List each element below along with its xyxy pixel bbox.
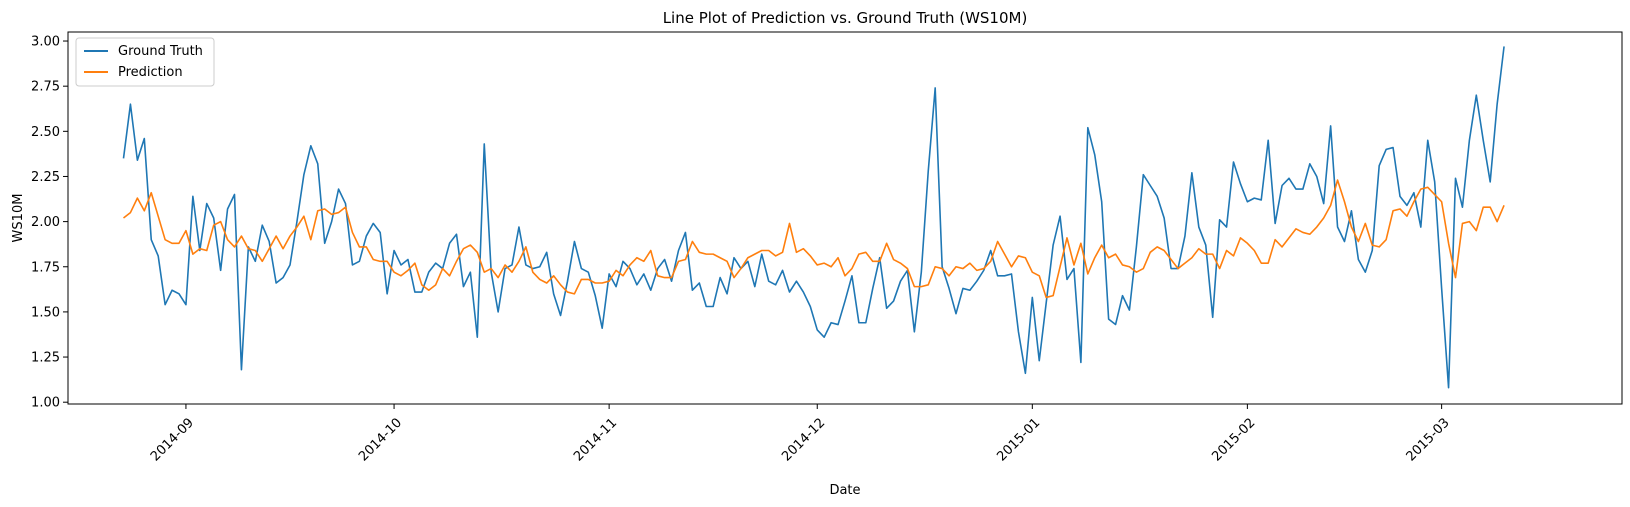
y-tick-label: 1.75 — [31, 260, 60, 275]
y-tick-label: 3.00 — [31, 35, 60, 50]
y-axis: 1.00 1.25 1.50 1.75 2.00 2.25 2.50 2.75 3.00 — [31, 35, 68, 411]
plot-area — [67, 31, 1623, 405]
series-line-ground-truth — [122, 46, 1505, 389]
plot-frame — [67, 31, 1623, 405]
x-tick-label: 2014-10 — [356, 415, 405, 464]
x-tick-label: 2015-03 — [1404, 415, 1453, 464]
legend: Ground Truth Prediction — [75, 37, 215, 87]
y-tick-label: 1.25 — [31, 351, 60, 366]
y-tick-label: 2.50 — [31, 125, 60, 140]
y-tick-label: 2.75 — [31, 80, 60, 95]
series-line-prediction — [123, 179, 1505, 299]
legend-label-ground-truth: Ground Truth — [118, 44, 203, 59]
y-axis-title: WS10M — [11, 194, 26, 243]
chart-title: Line Plot of Prediction vs. Ground Truth… — [663, 9, 1028, 27]
legend-label-prediction: Prediction — [118, 65, 183, 80]
series-layer — [122, 46, 1505, 389]
legend-box — [75, 37, 215, 87]
x-tick-label: 2014-09 — [148, 415, 197, 464]
y-tick-label: 1.00 — [31, 396, 60, 411]
x-tick-label: 2014-11 — [571, 415, 620, 464]
x-tick-label: 2015-02 — [1209, 415, 1258, 464]
x-axis: 2014-09 2014-10 2014-11 2014-12 2015-01 2015-… — [148, 404, 1453, 464]
y-tick-label: 1.50 — [31, 305, 60, 320]
x-tick-label: 2015-01 — [994, 415, 1043, 464]
x-axis-title: Date — [829, 483, 860, 498]
x-tick-label: 2014-12 — [779, 415, 828, 464]
y-tick-label: 2.00 — [31, 215, 60, 230]
y-tick-label: 2.25 — [31, 170, 60, 185]
